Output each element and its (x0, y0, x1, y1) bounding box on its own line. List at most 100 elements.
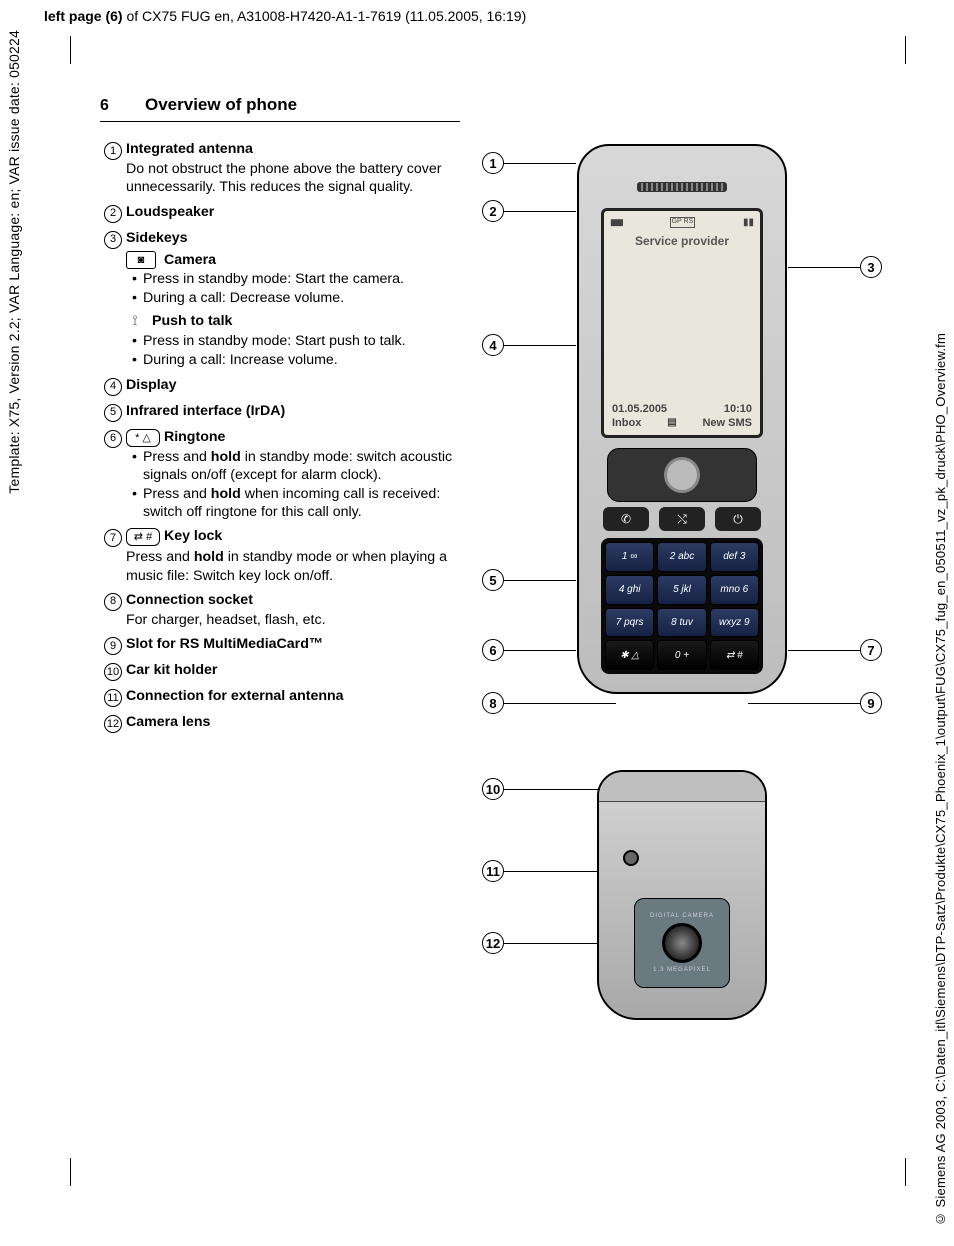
item-num-2: 2 (104, 205, 122, 223)
softkey-right: New SMS (702, 417, 752, 429)
callout-11: 11 (482, 860, 504, 882)
callout-5: 5 (482, 569, 504, 591)
key-9: wxyz 9 (710, 608, 759, 638)
nav-ring (664, 457, 700, 493)
camera-label: Camera (164, 251, 216, 269)
item-4: 4 Display (100, 376, 460, 396)
item-12-title: Camera lens (126, 714, 210, 730)
item-num-12: 12 (104, 715, 122, 733)
callout-1: 1 (482, 152, 504, 174)
item-num-6: 6 (104, 430, 122, 448)
callout-3: 3 (860, 256, 882, 278)
key-4: 4 ghi (605, 575, 654, 605)
item-3-title: Sidekeys (126, 230, 188, 246)
item-8: 8 Connection socket For charger, headset… (100, 591, 460, 629)
item-12: 12 Camera lens (100, 713, 460, 733)
callout-2: 2 (482, 200, 504, 222)
item-7: 7 ⇄ # Key lock Press and hold in standby… (100, 527, 460, 584)
cam-b2: During a call: Decrease volume. (143, 289, 460, 307)
item-7-title: Key lock (164, 528, 222, 544)
callout-9: 9 (860, 692, 882, 714)
page-number: 6 (100, 97, 145, 115)
item-num-9: 9 (104, 637, 122, 655)
swap-key: ⤭ (659, 507, 705, 531)
item-2-title: Loudspeaker (126, 204, 214, 220)
callout-8: 8 (482, 692, 504, 714)
camera-lens (662, 923, 702, 963)
signal-icon (610, 217, 622, 228)
key-3: def 3 (710, 542, 759, 572)
left-margin-text: Template: X75, Version 2.2; VAR Language… (6, 30, 22, 494)
header-bold: left page (6) (44, 8, 123, 24)
screen-date: 01.05.2005 (612, 403, 667, 415)
item-8-desc: For charger, headset, flash, etc. (126, 611, 460, 629)
softkey-left: Inbox (612, 417, 641, 429)
camera-top-label: DIGITAL CAMERA (650, 913, 714, 919)
item-10: 10 Car kit holder (100, 661, 460, 681)
header-rule (100, 121, 460, 122)
key-hash: ⇄ # (710, 640, 759, 670)
camera-icon: ◙ (126, 251, 156, 269)
item-5: 5 Infrared interface (IrDA) (100, 402, 460, 422)
page-header: 6 Overview of phone (100, 95, 884, 115)
item-1: 1 Integrated antenna Do not obstruct the… (100, 140, 460, 197)
key-0: 0 + (657, 640, 706, 670)
page-body: 6 Overview of phone 1 Integrated antenna… (100, 95, 884, 1216)
ptt-b1b: : Start push to talk. (287, 333, 405, 349)
nav-pad (607, 448, 757, 502)
callout-6: 6 (482, 639, 504, 661)
battery-icon: ▮▮ (743, 217, 754, 228)
overview-list: 1 Integrated antenna Do not obstruct the… (100, 140, 460, 1040)
menu-icon: ▤ (667, 417, 676, 429)
key-star: ✱ △ (605, 640, 654, 670)
item-num-4: 4 (104, 378, 122, 396)
item-11: 11 Connection for external antenna (100, 687, 460, 707)
figures-column: 1 2 4 5 6 8 3 7 9 GP RS ▮▮ (480, 140, 884, 1040)
loudspeaker-graphic (637, 182, 727, 192)
item-num-10: 10 (104, 663, 122, 681)
item-num-11: 11 (104, 689, 122, 707)
right-margin-text: © Siemens AG 2003, C:\Daten_itl\Siemens\… (933, 333, 948, 1226)
hash-key-icon: ⇄ # (126, 528, 160, 546)
crop-mark (905, 36, 906, 64)
key-6: mno 6 (710, 575, 759, 605)
ptt-b2: During a call: Increase volume. (143, 351, 460, 369)
callout-12: 12 (482, 932, 504, 954)
key-5: 5 jkl (657, 575, 706, 605)
item-num-1: 1 (104, 142, 122, 160)
ptt-label: Push to talk (152, 312, 232, 330)
item-num-3: 3 (104, 231, 122, 249)
item-8-title: Connection socket (126, 592, 253, 608)
phone-front-figure: 1 2 4 5 6 8 3 7 9 GP RS ▮▮ (482, 144, 882, 724)
item-1-desc: Do not obstruct the phone above the batt… (126, 160, 460, 196)
camera-bottom-label: 1.3 MEGAPIXEL (653, 967, 711, 973)
page-title: Overview of phone (145, 95, 297, 115)
header-rest: of CX75 FUG en, A31008-H7420-A1-1-7619 (… (123, 8, 527, 24)
item-6: 6 * △ Ringtone •Press and hold in standb… (100, 428, 460, 522)
side-key (577, 246, 579, 288)
callout-7: 7 (860, 639, 882, 661)
camera-plate: DIGITAL CAMERA 1.3 MEGAPIXEL (634, 898, 730, 988)
item-9-title: Slot for RS MultiMediaCard™ (126, 636, 323, 652)
header-meta: left page (6) of CX75 FUG en, A31008-H74… (44, 8, 526, 24)
item-5-title: Infrared interface (IrDA) (126, 403, 285, 419)
item-num-8: 8 (104, 593, 122, 611)
item-num-5: 5 (104, 404, 122, 422)
item-3: 3 Sidekeys ◙ Camera •Press in standby mo… (100, 229, 460, 370)
keypad: 1 ∞ 2 abc def 3 4 ghi 5 jkl mno 6 7 pqrs… (601, 538, 763, 674)
gprs-icon: GP RS (670, 217, 696, 228)
call-keys-row: ✆ ⤭ ⏻ (603, 504, 761, 534)
star-key-icon: * △ (126, 429, 160, 447)
crop-mark (70, 1158, 98, 1186)
ptt-icon: ⟟ (126, 311, 144, 331)
phone-front: GP RS ▮▮ Service provider 01.05.2005 10:… (577, 144, 787, 694)
ptt-b1a: Press in standby mode (143, 333, 287, 349)
external-antenna-port (623, 850, 639, 866)
callout-4: 4 (482, 334, 504, 356)
crop-mark (905, 1158, 906, 1186)
item-4-title: Display (126, 377, 176, 393)
key-7: 7 pqrs (605, 608, 654, 638)
item-2: 2 Loudspeaker (100, 203, 460, 223)
item-11-title: Connection for external antenna (126, 688, 344, 704)
item-9: 9 Slot for RS MultiMediaCard™ (100, 635, 460, 655)
